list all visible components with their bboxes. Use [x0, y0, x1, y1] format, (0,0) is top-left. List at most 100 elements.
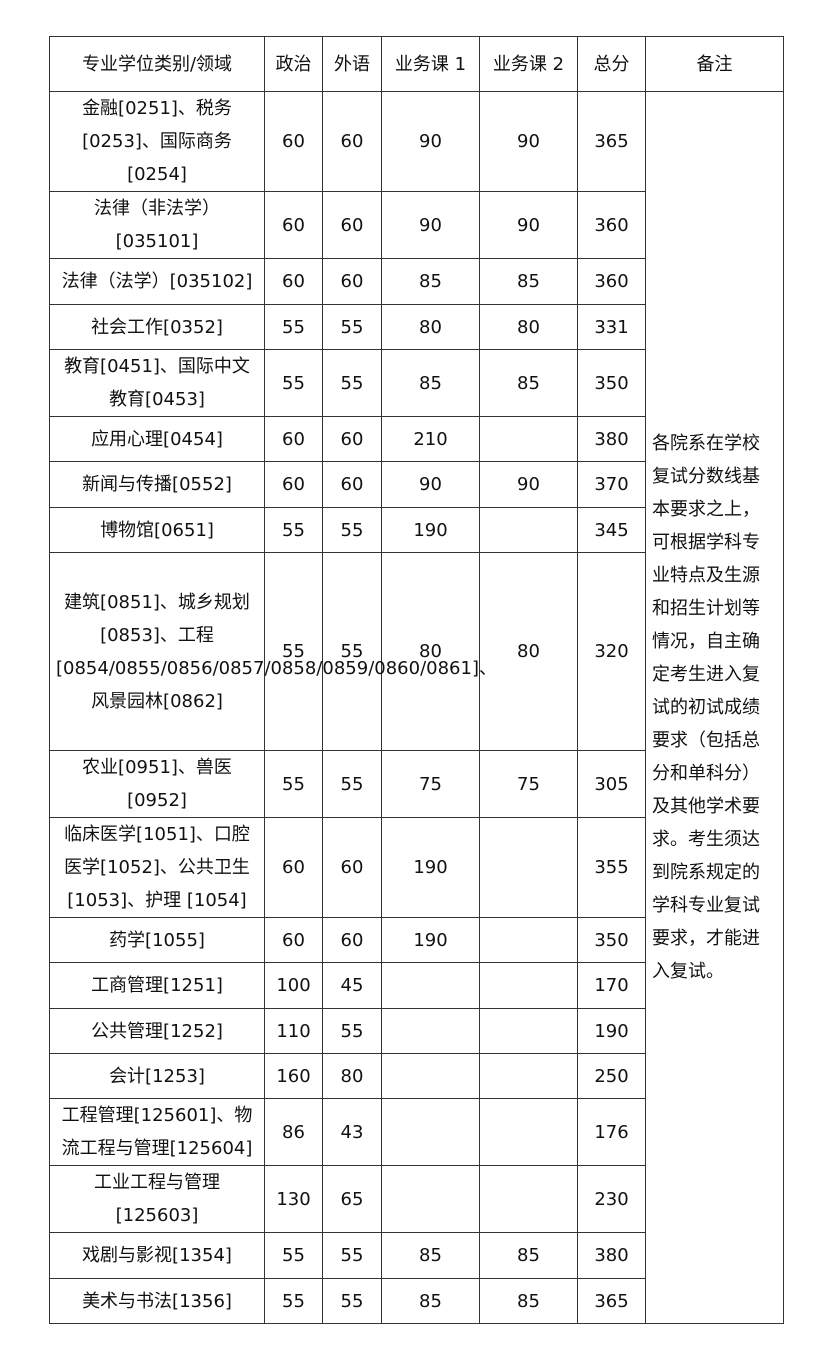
- category-cell: 法律（法学）[035102]: [49, 258, 265, 305]
- table-row: 药学[1055] 60 60 190 350: [49, 917, 784, 963]
- politics-cell: 60: [264, 817, 323, 918]
- table-row: 金融[0251]、税务[0253]、国际商务[0254] 60 60 90 90 365 各…: [49, 91, 784, 1324]
- course2-cell: 90: [479, 461, 578, 508]
- course2-cell: 80: [479, 304, 578, 350]
- table-row: 工商管理[1251] 100 45 170: [49, 962, 784, 1009]
- course2-cell: [479, 416, 578, 462]
- category-cell: 社会工作[0352]: [49, 304, 265, 350]
- language-cell: 45: [322, 962, 382, 1009]
- politics-cell: 60: [264, 461, 323, 508]
- total-cell: 345: [577, 507, 646, 553]
- total-cell: 230: [577, 1165, 646, 1233]
- course1-cell: 90: [381, 191, 480, 259]
- table-body: 金融[0251]、税务[0253]、国际商务[0254] 60 60 90 90 365 各…: [49, 91, 784, 1324]
- course2-cell: 90: [479, 91, 578, 192]
- politics-cell: 110: [264, 1008, 323, 1054]
- course1-cell: 85: [381, 258, 480, 305]
- table-row: 美术与书法[1356] 55 55 85 85 365: [49, 1278, 784, 1324]
- table-row: 会计[1253] 160 80 250: [49, 1053, 784, 1099]
- category-cell: 教育[0451]、国际中文教育[0453]: [49, 349, 265, 417]
- total-cell: 380: [577, 1232, 646, 1279]
- total-cell: 370: [577, 461, 646, 508]
- politics-cell: 60: [264, 258, 323, 305]
- politics-cell: 55: [264, 1232, 323, 1279]
- course2-cell: [479, 817, 578, 918]
- course1-cell: 75: [381, 750, 480, 818]
- course2-cell: [479, 1053, 578, 1099]
- course1-cell: 85: [381, 1278, 480, 1324]
- politics-cell: 55: [264, 349, 323, 417]
- language-cell: 60: [322, 191, 382, 259]
- category-cell: 博物馆[0651]: [49, 507, 265, 553]
- course1-cell: 85: [381, 349, 480, 417]
- total-cell: 360: [577, 191, 646, 259]
- table-row: 临床医学[1051]、口腔医学[1052]、公共卫生[1053]、护理 [105…: [49, 817, 784, 918]
- politics-cell: 86: [264, 1098, 323, 1166]
- language-cell: 55: [322, 304, 382, 350]
- header-row: 专业学位类别/领域 政治 外语 业务课 1 业务课 2 总分 备注: [49, 36, 784, 92]
- table-row: 建筑[0851]、城乡规划[0853]、工程[0854/0855/0856/08…: [49, 552, 784, 751]
- course2-cell: 90: [479, 191, 578, 259]
- header-language: 外语: [322, 36, 382, 92]
- category-cell: 工商管理[1251]: [49, 962, 265, 1009]
- total-cell: 170: [577, 962, 646, 1009]
- course2-cell: [479, 1008, 578, 1054]
- course2-cell: 85: [479, 258, 578, 305]
- course1-cell: 85: [381, 1232, 480, 1279]
- language-cell: 55: [322, 1232, 382, 1279]
- course2-cell: 80: [479, 552, 578, 751]
- course1-cell: [381, 1098, 480, 1166]
- category-cell: 公共管理[1252]: [49, 1008, 265, 1054]
- total-cell: 365: [577, 91, 646, 192]
- total-cell: 250: [577, 1053, 646, 1099]
- politics-cell: 160: [264, 1053, 323, 1099]
- score-table: 专业学位类别/领域 政治 外语 业务课 1 业务课 2 总分 备注 金融[025…: [49, 36, 784, 1324]
- course2-cell: [479, 917, 578, 963]
- total-cell: 350: [577, 917, 646, 963]
- course1-cell: 190: [381, 917, 480, 963]
- course1-cell: 80: [381, 552, 480, 751]
- language-cell: 80: [322, 1053, 382, 1099]
- politics-cell: 55: [264, 1278, 323, 1324]
- politics-cell: 60: [264, 91, 323, 192]
- table-row: 应用心理[0454] 60 60 210 380: [49, 416, 784, 462]
- category-cell: 工业工程与管理[125603]: [49, 1165, 265, 1233]
- total-cell: 380: [577, 416, 646, 462]
- politics-cell: 60: [264, 191, 323, 259]
- course1-cell: [381, 1165, 480, 1233]
- table-row: 公共管理[1252] 110 55 190: [49, 1008, 784, 1054]
- language-cell: 55: [322, 552, 382, 751]
- table-row: 工程管理[125601]、物流工程与管理[125604] 86 43 176: [49, 1098, 784, 1166]
- category-cell: 会计[1253]: [49, 1053, 265, 1099]
- politics-cell: 55: [264, 304, 323, 350]
- table-row: 农业[0951]、兽医[0952] 55 55 75 75 305: [49, 750, 784, 818]
- course1-cell: 90: [381, 91, 480, 192]
- header-category: 专业学位类别/领域: [49, 36, 265, 92]
- language-cell: 60: [322, 817, 382, 918]
- table-row: 教育[0451]、国际中文教育[0453] 55 55 85 85 350: [49, 349, 784, 417]
- header-politics: 政治: [264, 36, 323, 92]
- course1-cell: 210: [381, 416, 480, 462]
- course1-cell: 190: [381, 817, 480, 918]
- category-cell: 应用心理[0454]: [49, 416, 265, 462]
- total-cell: 350: [577, 349, 646, 417]
- politics-cell: 55: [264, 750, 323, 818]
- header-course2: 业务课 2: [479, 36, 578, 92]
- category-cell: 美术与书法[1356]: [49, 1278, 265, 1324]
- course1-cell: [381, 1053, 480, 1099]
- politics-cell: 60: [264, 917, 323, 963]
- language-cell: 55: [322, 750, 382, 818]
- language-cell: 60: [322, 461, 382, 508]
- language-cell: 60: [322, 917, 382, 963]
- course2-cell: 75: [479, 750, 578, 818]
- language-cell: 55: [322, 349, 382, 417]
- table-row: 工业工程与管理[125603] 130 65 230: [49, 1165, 784, 1233]
- total-cell: 355: [577, 817, 646, 918]
- language-cell: 60: [322, 91, 382, 192]
- language-cell: 55: [322, 507, 382, 553]
- course2-cell: 85: [479, 1278, 578, 1324]
- course1-cell: 190: [381, 507, 480, 553]
- course2-cell: [479, 507, 578, 553]
- category-cell: 临床医学[1051]、口腔医学[1052]、公共卫生[1053]、护理 [105…: [49, 817, 265, 918]
- total-cell: 360: [577, 258, 646, 305]
